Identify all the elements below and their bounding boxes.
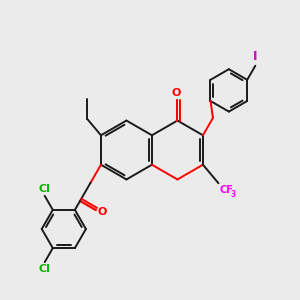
- Text: 3: 3: [231, 190, 236, 199]
- Text: O: O: [98, 206, 107, 217]
- Text: Cl: Cl: [39, 264, 51, 274]
- Text: O: O: [171, 88, 181, 98]
- Text: I: I: [253, 50, 258, 63]
- Text: CF: CF: [220, 185, 234, 195]
- Text: Cl: Cl: [39, 184, 51, 194]
